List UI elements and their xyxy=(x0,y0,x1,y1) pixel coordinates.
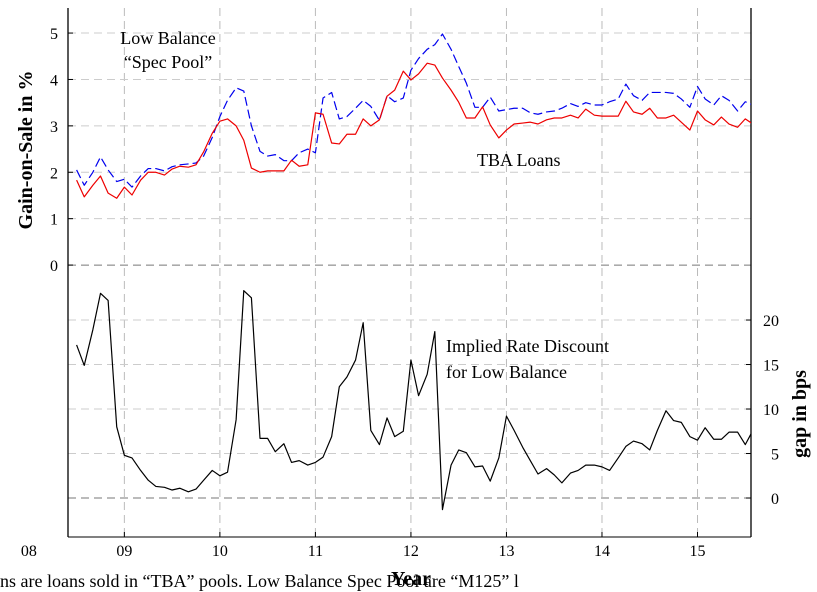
annotation: “Spec Pool” xyxy=(124,52,212,72)
y2-tick-label: 5 xyxy=(771,447,779,464)
y2-tick-label: 15 xyxy=(763,358,779,375)
x-axis-title: Year xyxy=(391,568,431,590)
x-tick-label: 12 xyxy=(403,543,419,560)
y-tick-label: 2 xyxy=(50,165,58,182)
y-tick-label: 0 xyxy=(50,258,58,275)
x-tick-label: 10 xyxy=(212,543,228,560)
y2-tick-label: 0 xyxy=(771,491,779,508)
y-tick-label: 4 xyxy=(50,72,58,89)
annotation: Low Balance xyxy=(120,28,215,48)
x-tick-label: 14 xyxy=(594,543,610,560)
annotation: TBA Loans xyxy=(477,150,561,170)
annotation: for Low Balance xyxy=(446,362,567,382)
annotation: Implied Rate Discount xyxy=(446,336,609,356)
x-tick-label: 11 xyxy=(308,543,323,560)
x-tick-label: 15 xyxy=(690,543,706,560)
y2-axis-title: gap in bps xyxy=(789,370,811,458)
series-line xyxy=(76,290,751,511)
x-tick-label: 08 xyxy=(21,543,37,560)
y2-tick-label: 20 xyxy=(763,313,779,330)
y-tick-label: 1 xyxy=(50,212,58,229)
x-tick-label: 13 xyxy=(498,543,514,560)
series-line xyxy=(76,62,751,199)
y-tick-label: 5 xyxy=(50,26,58,43)
y-axis-title: Gain-on-Sale in % xyxy=(15,71,37,230)
y2-tick-label: 10 xyxy=(763,402,779,419)
caption: ns are loans sold in “TBA” pools. Low Ba… xyxy=(0,571,519,591)
y-tick-label: 3 xyxy=(50,119,58,136)
x-tick-label: 09 xyxy=(116,543,132,560)
plot-area xyxy=(76,33,751,511)
series-line xyxy=(76,33,751,188)
